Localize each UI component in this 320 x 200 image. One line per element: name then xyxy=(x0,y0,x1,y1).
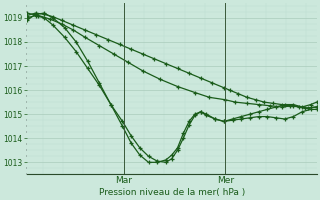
X-axis label: Pression niveau de la mer( hPa ): Pression niveau de la mer( hPa ) xyxy=(99,188,245,197)
